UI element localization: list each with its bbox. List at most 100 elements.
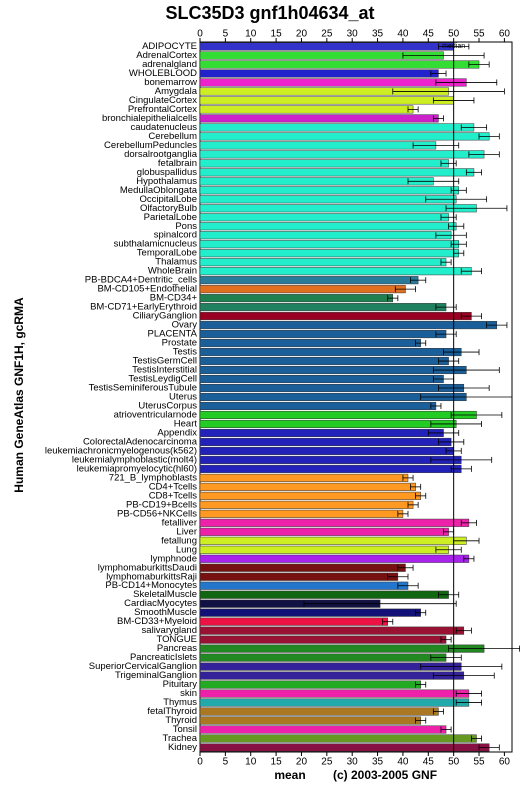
category-label: TestisInterstitial <box>132 365 197 376</box>
category-label: Trachea <box>163 733 198 744</box>
category-label: OccipitalLobe <box>139 194 197 205</box>
bar <box>199 698 470 707</box>
category-label: CD4+Tcells <box>149 481 198 492</box>
bar <box>199 410 477 419</box>
category-label: SkeletalMuscle <box>133 589 197 600</box>
bar <box>199 195 457 204</box>
category-label: Pancreas <box>157 643 197 654</box>
x-tick-label: 55 <box>473 757 485 768</box>
category-label: SmoothMuscle <box>134 607 197 618</box>
category-label: PB-CD19+Bcells <box>126 499 197 510</box>
bar <box>199 509 404 518</box>
category-label: Pituitary <box>163 679 198 690</box>
bar <box>199 581 409 590</box>
category-label: WHOLEBLOOD <box>129 68 197 79</box>
category-label: bronchialepithelialcells <box>102 113 197 124</box>
x-tick-label: 45 <box>423 29 435 40</box>
bar <box>199 644 485 653</box>
bar <box>199 132 490 141</box>
bar <box>199 563 406 572</box>
category-label: fetalliver <box>162 517 197 528</box>
x-tick-label: 40 <box>397 29 409 40</box>
category-label: Thymus <box>163 697 197 708</box>
bar <box>199 725 447 734</box>
category-label: globuspallidus <box>137 167 197 178</box>
bar <box>199 375 444 384</box>
x-tick-label: 20 <box>296 29 308 40</box>
category-label: MedullaOblongata <box>120 185 198 196</box>
category-label: salivarygland <box>142 625 197 636</box>
category-label: PB-CD14+Monocytes <box>105 580 197 591</box>
category-label: Tonsil <box>173 724 197 735</box>
x-tick-label: 45 <box>423 757 435 768</box>
bar <box>199 123 475 132</box>
bar <box>199 69 439 78</box>
bar <box>199 545 449 554</box>
category-label: AdrenalCortex <box>136 50 197 61</box>
x-tick-label: 25 <box>321 29 333 40</box>
category-label: caudatenucleus <box>130 122 197 133</box>
bar <box>199 401 437 411</box>
category-label: ADIPOCYTE <box>142 41 197 52</box>
bar <box>199 419 457 428</box>
category-label: CerebellumPeduncles <box>104 140 197 151</box>
bar <box>199 168 475 177</box>
category-label: PancreaticIslets <box>130 652 197 663</box>
bar <box>199 339 421 348</box>
category-label: CD8+Tcells <box>149 490 198 501</box>
x-tick-label: 50 <box>448 29 460 40</box>
bar <box>199 653 447 662</box>
bar <box>199 689 470 698</box>
bar <box>199 258 447 267</box>
bar <box>199 42 454 51</box>
median-label: median <box>442 43 465 50</box>
bar <box>199 428 444 437</box>
category-label: fetalbrain <box>158 158 197 169</box>
x-axis-label: mean <box>274 768 305 782</box>
bar <box>199 321 498 330</box>
category-label: PB-BDCA4+Dentritic_cells <box>85 275 197 286</box>
bar <box>199 617 388 626</box>
bar <box>199 294 394 303</box>
bar <box>199 707 439 716</box>
x-tick-label: 35 <box>372 29 384 40</box>
bar <box>199 491 421 500</box>
category-label: TestisSeminiferousTubule <box>89 383 197 394</box>
bar <box>199 204 477 213</box>
x-tick-label: 30 <box>347 757 359 768</box>
bar <box>199 240 459 249</box>
x-tick-label: 60 <box>499 757 511 768</box>
x-tick-label: 10 <box>245 757 257 768</box>
bar <box>199 680 421 689</box>
bar <box>199 482 416 491</box>
chart-title: SLC35D3 gnf1h04634_at <box>165 3 374 23</box>
category-label: TONGUE <box>157 634 197 645</box>
bar <box>199 96 454 105</box>
category-label: BM-CD105+Endothelial <box>97 284 197 295</box>
bar <box>199 357 449 366</box>
bar <box>199 231 452 240</box>
bar <box>199 464 462 473</box>
category-label: ParietalLobe <box>144 212 197 223</box>
x-tick-label: 15 <box>271 29 283 40</box>
x-tick-label: 35 <box>372 757 384 768</box>
bar <box>199 348 462 357</box>
category-label: Heart <box>174 418 198 429</box>
bar <box>199 383 465 393</box>
bar <box>199 743 490 752</box>
bar <box>199 177 434 186</box>
x-tick-label: 5 <box>223 757 229 768</box>
category-label: CiliaryGanglion <box>133 311 197 322</box>
category-label: Thalamus <box>155 257 197 268</box>
y-axis-label: Human GeneAtlas GNF1H, gcRMA <box>12 297 26 493</box>
category-label: fetalThyroid <box>147 706 197 717</box>
category-label: Amygdala <box>155 86 198 97</box>
x-tick-label: 60 <box>499 29 511 40</box>
bar <box>199 330 447 339</box>
bar <box>199 671 465 680</box>
category-label: leukemialymphoblastic(molt4) <box>72 454 197 465</box>
bar <box>199 635 447 644</box>
bar <box>199 554 470 563</box>
category-label: atrioventricularnode <box>114 409 197 420</box>
bar <box>199 276 419 285</box>
